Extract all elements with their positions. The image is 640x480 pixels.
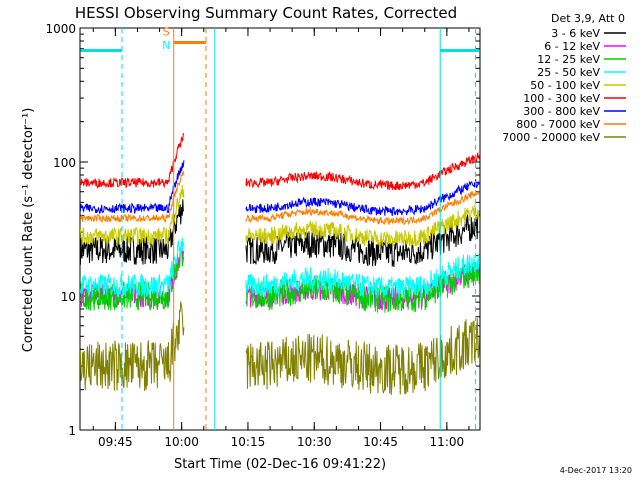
legend-label: 50 - 100 keV	[530, 79, 600, 92]
plot-area: 09:45 10:00 10:15 10:30 10:45 11:00 1 10 100 1000…	[45, 22, 481, 449]
series-line-6	[79, 160, 185, 215]
x-tick-label: 10:45	[363, 435, 398, 449]
plot-frame	[79, 27, 481, 431]
legend-label: 25 - 50 keV	[537, 66, 600, 79]
legend-label: 300 - 800 keV	[523, 105, 600, 118]
x-tick-label: 09:45	[98, 435, 133, 449]
legend-label: 800 - 7000 keV	[516, 118, 600, 131]
series-line-8	[245, 318, 480, 396]
chart-title: HESSI Observing Summary Count Rates, Cor…	[75, 4, 457, 22]
legend-label: 6 - 12 keV	[544, 40, 600, 53]
legend-title: Det 3,9, Att 0	[551, 12, 625, 25]
x-tick-label: 10:00	[164, 435, 199, 449]
y-tick-label: 10	[61, 290, 76, 304]
legend-label: 100 - 300 keV	[523, 92, 600, 105]
saa-marker: S	[163, 25, 170, 38]
x-axis-label: Start Time (02-Dec-16 09:41:22)	[174, 457, 386, 472]
night-marker: N	[162, 39, 170, 52]
y-tick-label: 1000	[45, 22, 76, 36]
y-tick-label: 1	[68, 424, 76, 438]
series-line-2	[79, 245, 185, 311]
series-line-5	[245, 152, 480, 191]
x-tick-label: 11:00	[430, 435, 465, 449]
series-line-4	[79, 184, 185, 246]
legend-label: 7000 - 20000 keV	[502, 131, 600, 144]
legend-label: 12 - 25 keV	[537, 53, 600, 66]
series-line-3	[79, 237, 185, 299]
footer-timestamp: 4-Dec-2017 13:20	[560, 466, 632, 475]
series-line-7	[79, 170, 185, 223]
legend-label: 3 - 6 keV	[551, 27, 600, 40]
series-line-5	[79, 132, 185, 189]
y-axis-label: Corrected Count Rate (s⁻¹ detector⁻¹)	[21, 108, 36, 353]
series-line-8	[79, 301, 185, 392]
x-tick-label: 10:30	[297, 435, 332, 449]
y-tick-label: 100	[53, 156, 76, 170]
x-tick-label: 10:15	[231, 435, 266, 449]
